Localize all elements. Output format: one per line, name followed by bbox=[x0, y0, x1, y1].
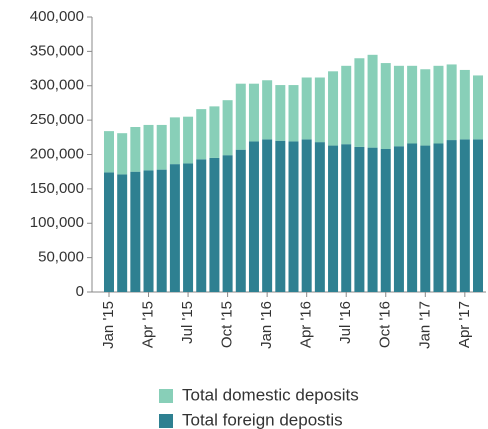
bar bbox=[393, 146, 404, 292]
bar bbox=[262, 139, 273, 292]
bar bbox=[328, 145, 339, 292]
legend-swatch bbox=[159, 389, 173, 403]
y-tick-label: 0 bbox=[76, 283, 84, 300]
bar bbox=[235, 149, 246, 292]
bar bbox=[143, 170, 154, 292]
bar bbox=[473, 139, 484, 292]
y-tick-label: 50,000 bbox=[38, 249, 84, 266]
bar bbox=[248, 83, 259, 142]
bar bbox=[235, 83, 246, 150]
bar bbox=[314, 77, 325, 143]
y-tick-label: 100,000 bbox=[30, 214, 84, 231]
bar bbox=[393, 65, 404, 147]
bar bbox=[459, 139, 470, 292]
legend-label: Total domestic deposits bbox=[182, 385, 359, 404]
bar bbox=[117, 133, 128, 175]
bar bbox=[380, 63, 391, 149]
bar bbox=[407, 143, 418, 292]
bar bbox=[420, 69, 431, 146]
bar bbox=[473, 75, 484, 140]
bar bbox=[156, 169, 167, 292]
bar bbox=[354, 58, 365, 147]
y-tick-label: 400,000 bbox=[30, 8, 84, 25]
bar bbox=[275, 85, 286, 141]
x-tick-label: Oct '15 bbox=[219, 301, 236, 348]
x-tick-label: Jan '17 bbox=[416, 301, 433, 349]
bar bbox=[341, 144, 352, 292]
x-tick-label: Jan '15 bbox=[100, 301, 117, 349]
x-tick-label: Jan '16 bbox=[258, 301, 275, 349]
bar bbox=[354, 146, 365, 292]
bar bbox=[196, 159, 207, 292]
bar bbox=[433, 65, 444, 144]
bar bbox=[314, 142, 325, 292]
bar bbox=[130, 127, 141, 172]
bar bbox=[156, 124, 167, 170]
bar bbox=[380, 149, 391, 292]
legend-swatch bbox=[159, 414, 173, 428]
bar bbox=[103, 172, 114, 292]
bar bbox=[169, 164, 180, 292]
x-tick-label: Apr '17 bbox=[456, 301, 473, 348]
bar bbox=[301, 139, 312, 292]
bar bbox=[143, 124, 154, 171]
bar bbox=[196, 109, 207, 160]
bar bbox=[209, 106, 220, 158]
x-tick-label: Jul '16 bbox=[337, 301, 354, 344]
bar bbox=[407, 65, 418, 144]
bar bbox=[288, 85, 299, 142]
y-tick-label: 350,000 bbox=[30, 42, 84, 59]
bar bbox=[275, 140, 286, 292]
bar bbox=[222, 155, 233, 292]
bar bbox=[328, 71, 339, 146]
bar bbox=[183, 116, 194, 164]
bar bbox=[459, 69, 470, 140]
bar bbox=[367, 147, 378, 292]
bar bbox=[183, 163, 194, 292]
bar bbox=[130, 171, 141, 292]
legend-label: Total foreign depostis bbox=[182, 410, 343, 429]
bar bbox=[446, 140, 457, 292]
bar bbox=[117, 174, 128, 292]
bar bbox=[222, 100, 233, 156]
y-tick-label: 250,000 bbox=[30, 111, 84, 128]
bar bbox=[367, 54, 378, 148]
bar bbox=[262, 80, 273, 140]
x-tick-label: Apr '15 bbox=[139, 301, 156, 348]
bar bbox=[301, 77, 312, 140]
y-tick-label: 300,000 bbox=[30, 77, 84, 94]
bar bbox=[209, 157, 220, 292]
bar bbox=[288, 141, 299, 292]
x-tick-label: Jul '15 bbox=[179, 301, 196, 344]
y-tick-label: 200,000 bbox=[30, 145, 84, 162]
bar bbox=[248, 141, 259, 292]
y-tick-label: 150,000 bbox=[30, 180, 84, 197]
bar bbox=[103, 131, 114, 173]
bar bbox=[169, 117, 180, 165]
x-tick-label: Oct '16 bbox=[377, 301, 394, 348]
bar bbox=[341, 65, 352, 145]
bar bbox=[420, 145, 431, 292]
bar bbox=[433, 143, 444, 292]
x-tick-label: Apr '16 bbox=[298, 301, 315, 348]
bar bbox=[446, 64, 457, 141]
